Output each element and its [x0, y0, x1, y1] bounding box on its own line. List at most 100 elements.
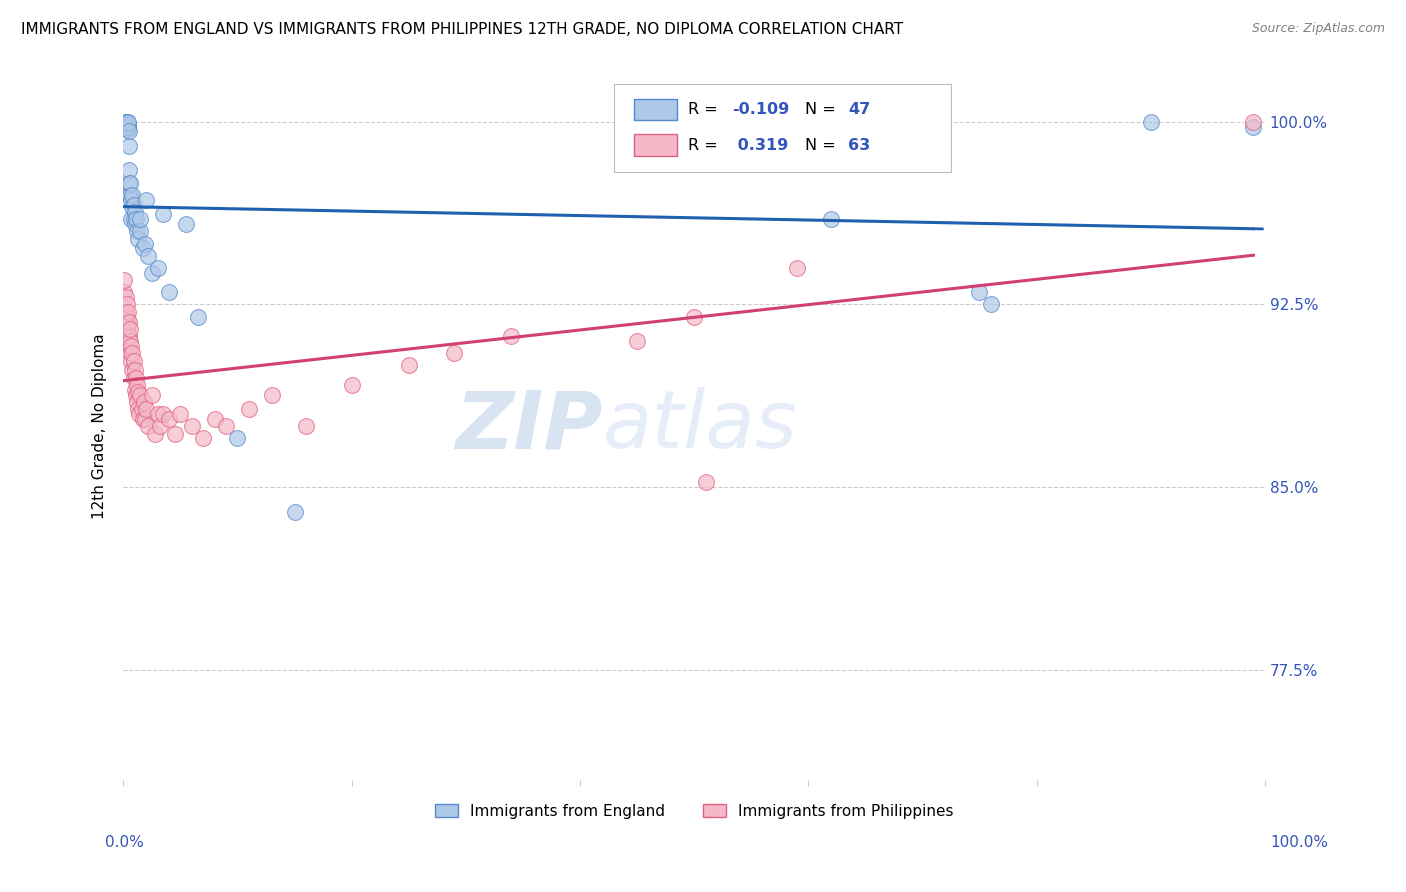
Text: -0.109: -0.109: [731, 103, 789, 117]
Point: [180, 419, 202, 434]
Point: [820, 212, 842, 227]
Point: [169, 407, 191, 421]
Point: [114, 305, 136, 319]
Point: [121, 200, 143, 214]
Point: [117, 114, 139, 128]
Point: [786, 260, 808, 275]
Point: [114, 290, 136, 304]
Text: 0.319: 0.319: [731, 137, 787, 153]
Point: [129, 212, 152, 227]
Point: [340, 377, 363, 392]
Point: [125, 212, 148, 227]
Point: [980, 297, 1002, 311]
Point: [117, 117, 139, 131]
Point: [117, 329, 139, 343]
Point: [117, 319, 139, 334]
Point: [115, 117, 138, 131]
Point: [118, 176, 141, 190]
Point: [124, 217, 146, 231]
Point: [117, 122, 139, 136]
Point: [131, 241, 153, 255]
Point: [226, 432, 249, 446]
Point: [149, 419, 172, 434]
Point: [120, 176, 142, 190]
Point: [120, 334, 142, 348]
Point: [114, 273, 136, 287]
Point: [118, 339, 141, 353]
Y-axis label: 12th Grade, No Diploma: 12th Grade, No Diploma: [93, 334, 107, 519]
Point: [443, 346, 465, 360]
Point: [125, 387, 148, 401]
Point: [125, 224, 148, 238]
Point: [118, 187, 141, 202]
Point: [141, 387, 163, 401]
Point: [117, 120, 139, 134]
Point: [238, 402, 260, 417]
Point: [626, 334, 648, 348]
Text: 63: 63: [848, 137, 870, 153]
Point: [118, 329, 141, 343]
Point: [118, 163, 141, 178]
Point: [143, 426, 166, 441]
Point: [138, 249, 160, 263]
Point: [114, 120, 136, 134]
Point: [128, 407, 150, 421]
Point: [501, 329, 523, 343]
Point: [129, 387, 152, 401]
Point: [152, 407, 174, 421]
Text: N =: N =: [804, 103, 841, 117]
Point: [124, 383, 146, 397]
Point: [124, 363, 146, 377]
Point: [115, 297, 138, 311]
Point: [122, 353, 145, 368]
Point: [120, 339, 142, 353]
Point: [193, 432, 215, 446]
Point: [127, 232, 149, 246]
Point: [124, 205, 146, 219]
Text: ZIP: ZIP: [456, 387, 603, 466]
Point: [135, 193, 157, 207]
Text: IMMIGRANTS FROM ENGLAND VS IMMIGRANTS FROM PHILIPPINES 12TH GRADE, NO DIPLOMA CO: IMMIGRANTS FROM ENGLAND VS IMMIGRANTS FR…: [21, 22, 903, 37]
Point: [129, 224, 152, 238]
Point: [121, 346, 143, 360]
Point: [127, 385, 149, 400]
Point: [1243, 114, 1265, 128]
Text: 47: 47: [848, 103, 870, 117]
Text: N =: N =: [804, 137, 841, 153]
Point: [115, 310, 138, 324]
Point: [122, 212, 145, 227]
Point: [283, 505, 305, 519]
Point: [125, 377, 148, 392]
Point: [146, 407, 169, 421]
Point: [141, 266, 163, 280]
Point: [260, 387, 283, 401]
Point: [117, 305, 139, 319]
Point: [115, 114, 138, 128]
Legend: Immigrants from England, Immigrants from Philippines: Immigrants from England, Immigrants from…: [429, 797, 960, 825]
Point: [118, 139, 141, 153]
Point: [146, 260, 169, 275]
FancyBboxPatch shape: [634, 99, 676, 120]
Point: [125, 370, 148, 384]
Point: [115, 114, 138, 128]
Point: [695, 475, 717, 490]
Text: Source: ZipAtlas.com: Source: ZipAtlas.com: [1251, 22, 1385, 36]
Point: [122, 197, 145, 211]
Point: [152, 207, 174, 221]
Point: [125, 395, 148, 409]
Point: [118, 124, 141, 138]
Text: R =: R =: [689, 137, 723, 153]
Point: [120, 212, 142, 227]
Point: [120, 322, 142, 336]
Point: [398, 359, 420, 373]
Point: [121, 187, 143, 202]
Text: R =: R =: [689, 103, 723, 117]
Text: atlas: atlas: [603, 387, 797, 466]
Point: [115, 322, 138, 336]
Point: [138, 419, 160, 434]
Point: [131, 402, 153, 417]
Point: [120, 353, 142, 368]
Text: 0.0%: 0.0%: [105, 836, 145, 850]
Point: [120, 187, 142, 202]
Point: [120, 346, 142, 360]
